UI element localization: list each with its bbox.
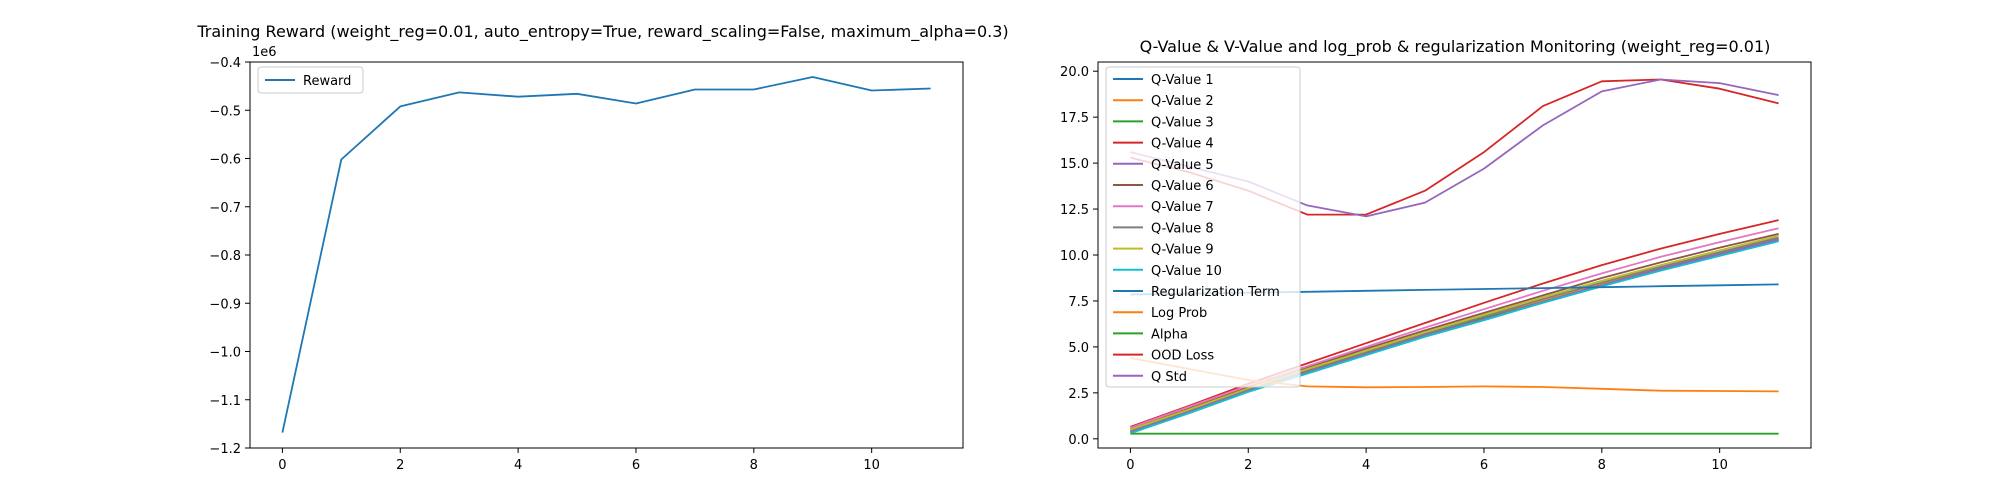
reward-y-tick-label: −0.5 [209,104,241,119]
qvalue-legend-label: Q-Value 7 [1151,200,1214,215]
reward-chart-title: Training Reward (weight_reg=0.01, auto_e… [196,22,1008,42]
reward-x-tick-label: 4 [514,458,522,473]
reward-x-tick-label: 2 [396,458,404,473]
reward-y-tick-label: −1.1 [209,394,241,409]
qvalue-series-line-7 [1130,227,1779,429]
qvalue-x-tick-label: 10 [1711,458,1728,473]
reward-y-tick-label: −1.2 [209,442,241,457]
qvalue-legend-label: Q-Value 4 [1151,137,1214,152]
reward-chart: Training Reward (weight_reg=0.01, auto_e… [196,22,1008,473]
reward-plot-area: 0 2 4 6 8 10 −1.2 −1.1 −1.0 −0.9 −0.8 −0.7 −0.6 −0.5 −… [209,56,931,473]
qvalue-plot-area: 0 2 4 6 8 10 0.0 2.5 5.0 7.5 10.0 12.5 15.0 17.5 20.0 [1060,65,1779,473]
qvalue-legend-label: Q-Value 3 [1151,115,1214,130]
qvalue-y-tick-label: 7.5 [1068,295,1089,310]
qvalue-x-tick-label: 6 [1480,458,1488,473]
reward-y-tick-label: −0.8 [209,249,241,264]
qvalue-y-tick-label: 2.5 [1068,387,1089,402]
reward-y-scale-label: 1e6 [252,45,277,60]
qvalue-series-line-10 [1130,240,1779,435]
qvalue-legend-label: Q-Value 1 [1151,73,1214,88]
reward-legend: Reward [257,66,364,94]
reward-x-tick-label: 10 [863,458,880,473]
qvalue-plot-frame [1097,61,1812,449]
qvalue-legend: Q-Value 1 Q-Value 2 Q-Value 3 Q-Value 4 Q-Va… [1105,66,1301,388]
reward-y-tick-label: −1.0 [209,346,241,361]
reward-x-tick-label: 6 [632,458,640,473]
qvalue-x-tick-label: 8 [1598,458,1606,473]
qvalue-series-line-9 [1130,234,1779,431]
qvalue-legend-label: Q-Value 9 [1151,243,1214,258]
reward-y-tick-label: −0.6 [209,153,241,168]
qvalue-legend-label: Log Prob [1151,306,1207,321]
reward-legend-box [257,66,364,94]
qvalue-y-tick-label: 0.0 [1068,433,1089,448]
reward-plot-frame [249,61,964,449]
qvalue-y-tick-label: 15.0 [1060,157,1089,172]
reward-y-tick-label: −0.9 [209,297,241,312]
qvalue-legend-label: OOD Loss [1151,349,1214,364]
reward-series-line-1 [281,76,931,433]
qvalue-y-tick-label: 12.5 [1060,203,1089,218]
qvalue-legend-box [1105,66,1301,388]
qvalue-y-tick-label: 5.0 [1068,341,1089,356]
qvalue-legend-label: Q-Value 5 [1151,158,1214,173]
qvalue-series-line-5 [1130,238,1779,433]
reward-legend-label: Reward [303,74,351,89]
qvalue-legend-label: Alpha [1151,327,1188,342]
qvalue-y-tick-label: 10.0 [1060,249,1089,264]
qvalue-legend-label: Regularization Term [1151,285,1280,300]
qvalue-y-tick-label: 20.0 [1060,65,1089,80]
reward-y-tick-label: −0.4 [209,56,241,71]
qvalue-chart-title: Q-Value & V-Value and log_prob & regular… [1140,37,1771,57]
qvalue-x-tick-label: 2 [1244,458,1252,473]
reward-x-tick-label: 8 [750,458,758,473]
qvalue-x-tick-label: 4 [1362,458,1370,473]
qvalue-legend-label: Q-Value 6 [1151,179,1214,194]
qvalue-x-tick-label: 0 [1126,458,1134,473]
qvalue-y-tick-label: 17.5 [1060,111,1089,126]
qvalue-series-line-6 [1130,233,1779,430]
qvalue-legend-label: Q-Value 10 [1151,264,1222,279]
qvalue-legend-label: Q-Value 8 [1151,221,1214,236]
qvalue-legend-label: Q Std [1151,370,1187,385]
reward-x-tick-label: 0 [278,458,286,473]
qvalue-chart: Q-Value & V-Value and log_prob & regular… [1060,37,1812,473]
reward-y-tick-label: −0.7 [209,201,241,216]
qvalue-legend-label: Q-Value 2 [1151,94,1214,109]
